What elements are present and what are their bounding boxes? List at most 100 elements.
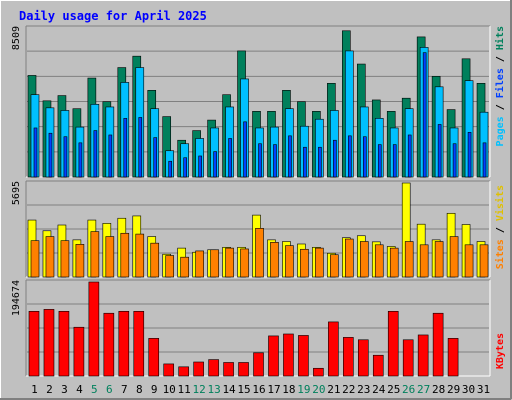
kbytes-bar [417,334,429,377]
day-label: 11 [178,383,191,396]
sites-bar [345,238,354,278]
day-label: 27 [417,383,430,396]
legend-sites: Sites [494,239,506,269]
kbytes-bar [163,363,175,377]
legend-kbytes: KBytes [495,333,506,369]
kbytes-bar [133,310,145,377]
day-label: 19 [297,383,310,396]
day-label: 15 [237,383,250,396]
kbytes-bar [148,338,160,377]
kbytes-bar [387,310,399,377]
sites-bar [330,254,339,278]
pages-bar [437,124,442,178]
sites-bar [255,228,264,278]
day-label: 5 [91,383,98,396]
day-label: 18 [282,383,295,396]
sites-bar [270,242,279,278]
visitors-legend: Sites / Visits [494,185,506,269]
day-label: 23 [357,383,370,396]
pages-bar [213,151,217,178]
pages-bar [48,132,53,178]
day-label: 2 [46,383,53,396]
kbytes-bar [118,310,130,377]
sites-bar [60,240,70,278]
kbytes-bar [178,366,189,377]
kbytes-bar [372,354,384,377]
legend-visits: Visits [494,185,506,221]
kbytes-bar [313,367,324,377]
pages-bar [348,135,352,178]
day-label: 4 [76,383,83,396]
sites-bar [210,249,219,278]
day-label: 9 [151,383,158,396]
day-label: 25 [387,383,400,396]
legend-sep: / [495,50,506,68]
day-label: 13 [207,383,220,396]
kbytes-bar [238,362,249,377]
pages-bar [33,127,38,178]
kbytes-bar [283,333,294,377]
day-label: 24 [372,383,386,396]
kbytes-bar [268,335,279,377]
visitors-max-label: 5695 [11,181,22,205]
day-label: 21 [327,383,340,396]
kbytes-bar [223,362,234,377]
sites-bar [389,247,399,278]
pages-bar [138,117,143,178]
legend-hits: Hits [494,26,506,50]
legend-sep: / [495,98,506,116]
kbytes-bar [208,359,219,377]
sites-bar [449,236,459,278]
day-label: 3 [61,383,68,396]
day-label: 28 [432,383,445,396]
sites-bar [75,244,85,278]
sites-bar [315,247,324,278]
pages-bar [228,138,232,178]
pages-bar [123,118,128,178]
pages-bar [153,137,158,178]
sites-bar [300,248,309,278]
kbytes-bar [103,312,115,377]
pages-bar [422,52,427,178]
sites-bar [120,232,130,278]
pages-bar [78,142,83,178]
kbytes-bar [88,281,100,377]
legend-pages: Pages [495,116,506,146]
pages-bar [377,144,382,178]
sites-bar [105,236,115,278]
pages-bar [407,134,412,178]
sites-bar [479,244,489,278]
day-label: 14 [222,383,236,396]
day-label: 6 [106,383,113,396]
day-label: 7 [121,383,128,396]
sites-bar [225,247,234,278]
kbytes-bar [73,326,85,377]
pages-bar [482,142,487,178]
kbytes-bar [343,337,354,377]
pages-bar [318,146,322,178]
sites-bar [285,245,294,278]
chart-title: Daily usage for April 2025 [19,9,207,23]
pages-bar [288,135,292,178]
kbytes-bar [432,312,444,377]
volume-legend: KBytes [495,333,506,369]
day-label: 10 [163,383,176,396]
pages-bar [258,143,262,178]
pages-bar [198,155,202,178]
pages-bar [273,144,277,178]
legend-files: Files [494,68,506,98]
pages-bar [243,121,247,178]
sites-bar [404,241,414,278]
sites-bar [464,244,474,278]
day-label: 29 [447,383,460,396]
sites-bar [30,240,40,278]
sites-bar [165,255,175,278]
volume-max-label: 194674 [11,280,22,316]
traffic-legend: Pages / Files / Hits [494,26,506,146]
day-label: 22 [342,383,355,396]
day-label: 8 [136,383,143,396]
pages-bar [452,143,457,178]
day-label: 26 [402,383,415,396]
kbytes-bar [28,310,40,377]
